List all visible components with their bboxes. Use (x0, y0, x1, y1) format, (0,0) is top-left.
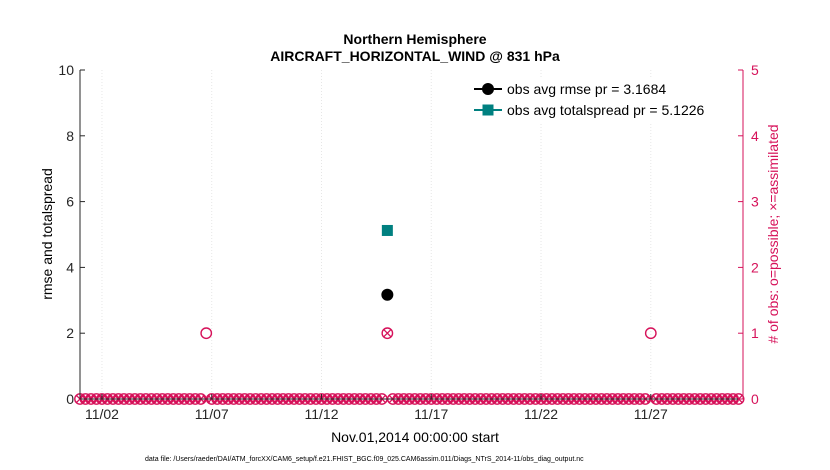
y-tick-label-right: 3 (751, 194, 759, 210)
right-ticks: 0 1 2 3 4 5 (738, 62, 759, 407)
y-tick-label-right: 2 (751, 259, 759, 275)
x-ticks: 11/02 11/07 11/12 11/17 11/22 11/27 (85, 394, 668, 422)
left-ticks: 0 2 4 6 8 10 (58, 62, 85, 407)
y-tick-label-left: 10 (58, 62, 74, 78)
obs-assimilated-marker (383, 329, 392, 338)
x-tick-label: 11/17 (414, 406, 448, 422)
y-tick-label-left: 8 (66, 128, 74, 144)
plot-area (80, 70, 743, 399)
legend-spread-marker (482, 104, 494, 116)
grid-layer (101, 70, 652, 399)
x-tick-label: 11/02 (85, 406, 119, 422)
y-axis-label-right: # of obs: o=possible; ×=assimilated (765, 124, 781, 343)
obs-assimilated-stroke (383, 329, 392, 338)
chart-title: Northern Hemisphere (343, 31, 486, 47)
y-axis-label-left: rmse and totalspread (39, 168, 55, 300)
y-tick-label-left: 0 (66, 391, 74, 407)
y-tick-label-right: 5 (751, 62, 759, 78)
legend-spread-label: obs avg totalspread pr = 5.1226 (507, 102, 705, 118)
y-tick-label-right: 1 (751, 325, 759, 341)
rmse-point (381, 288, 394, 301)
series-layer (381, 224, 394, 301)
x-axis-label: Nov.01,2014 00:00:00 start (331, 429, 499, 445)
x-tick-label: 11/07 (195, 406, 229, 422)
legend-rmse-label: obs avg rmse pr = 3.1684 (507, 81, 666, 97)
chart-subtitle: AIRCRAFT_HORIZONTAL_WIND @ 831 hPa (270, 48, 560, 64)
data-file-footnote: data file: /Users/raeder/DAI/ATM_forcXX/… (145, 456, 584, 463)
legend-rmse-marker (482, 83, 494, 95)
legend: obs avg rmse pr = 3.1684 obs avg totalsp… (472, 78, 740, 122)
y-tick-label-right: 0 (751, 391, 759, 407)
obs-possible-marker (200, 327, 213, 340)
legend-box (472, 78, 740, 122)
y-tick-label-left: 4 (66, 259, 74, 275)
y-tick-label-left: 2 (66, 325, 74, 341)
obs-possible-marker (644, 327, 657, 340)
y-tick-label-left: 6 (66, 194, 74, 210)
obs-possible-marker (381, 327, 394, 340)
totalspread-point (381, 224, 393, 236)
x-tick-label: 11/27 (634, 406, 668, 422)
y-tick-label-right: 4 (751, 128, 759, 144)
x-tick-label: 11/22 (524, 406, 558, 422)
x-tick-label: 11/12 (304, 406, 338, 422)
